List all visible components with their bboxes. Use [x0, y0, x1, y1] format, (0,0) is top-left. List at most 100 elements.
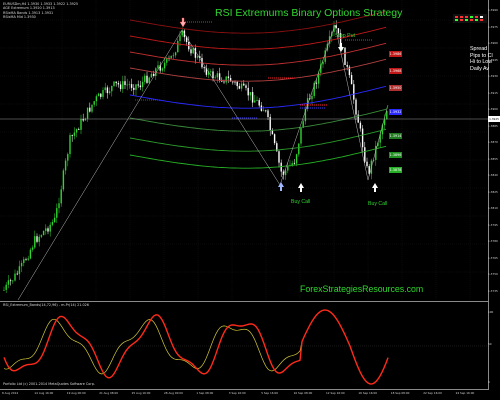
candle-body	[190, 49, 192, 54]
price-axis-label: 1.3930	[488, 74, 498, 78]
candle-body	[276, 143, 278, 152]
candle-body	[337, 28, 340, 34]
price-chart[interactable]	[0, 0, 488, 300]
candle-body	[379, 134, 381, 143]
header-info: EURUSDm,H4 1.3930 1.3933 1.3922 1.3925 A…	[3, 2, 78, 20]
price-axis-label: 1.3915	[488, 90, 498, 95]
candle-body	[218, 73, 221, 80]
candle-body	[210, 71, 212, 73]
candle-body	[179, 35, 181, 41]
candle-body	[282, 171, 285, 176]
candle-body	[262, 110, 265, 112]
ind-axis-label: 50	[488, 342, 492, 346]
price-axis-label: 1.3795	[488, 222, 498, 227]
candle-body	[40, 235, 43, 237]
date-axis-label: 14 Aug 16:00	[34, 391, 54, 395]
band-tag: 1.3914	[389, 133, 402, 139]
candle-body	[86, 107, 89, 119]
candle-body	[111, 85, 113, 92]
price-axis-label: 1.3735	[488, 288, 498, 293]
candle-body	[58, 203, 60, 209]
candle-body	[194, 48, 197, 58]
time-axis-line	[0, 389, 488, 390]
candle-body	[304, 108, 307, 122]
candle-body	[315, 82, 318, 84]
candle-body	[75, 129, 78, 133]
candle-body	[152, 73, 155, 76]
date-axis-label: 3 Sep 16:00	[228, 391, 246, 395]
corner-indicator-panel	[453, 14, 487, 23]
price-axis-label: 1.3960	[488, 41, 498, 45]
candle-body	[128, 84, 131, 85]
candle-body	[348, 66, 351, 76]
price-axis-label: 1.3825	[488, 189, 498, 194]
price-axis-label: 1.3855	[488, 156, 498, 161]
candle-body	[346, 64, 348, 67]
candle-body	[311, 95, 313, 100]
candle-body	[223, 81, 225, 83]
side-label-pips: Pips to Cl	[470, 52, 493, 59]
candle-body	[339, 33, 342, 49]
candle-body	[258, 100, 260, 106]
price-axis-label: 1.3750	[488, 272, 498, 276]
band-tag: 1.3878	[389, 167, 402, 173]
candle-body	[353, 84, 355, 100]
price-axis-label: 1.3810	[488, 206, 498, 210]
date-axis-label: 8 Aug 2014	[2, 391, 19, 395]
band-line-upper	[129, 10, 387, 34]
candle-body	[247, 87, 249, 96]
candle-body	[45, 228, 47, 231]
candle-body	[293, 163, 296, 164]
rsi-indicator-panel[interactable]	[0, 302, 488, 390]
candle-body	[364, 147, 366, 162]
candle-body	[38, 236, 40, 242]
candle-body	[335, 25, 337, 29]
candle-body	[320, 64, 322, 73]
band-line-lower	[129, 108, 387, 132]
candle-body	[20, 263, 23, 267]
candle-body	[49, 224, 51, 232]
candle-body	[287, 165, 289, 171]
candle-body	[42, 230, 45, 236]
candle-body	[117, 83, 120, 85]
buy-call-label: Buy Call	[291, 199, 311, 205]
candle-body	[216, 73, 219, 78]
candle-body	[163, 62, 166, 69]
candle-body	[16, 273, 18, 275]
buy-call-label: Buy Call	[368, 201, 388, 207]
candle-body	[214, 77, 216, 79]
candle-body	[192, 48, 194, 54]
candle-body	[333, 25, 335, 33]
candle-body	[7, 280, 10, 285]
candle-body	[368, 166, 370, 174]
candle-body	[317, 72, 320, 84]
candle-body	[64, 160, 67, 171]
candle-body	[212, 71, 214, 79]
candle-body	[232, 81, 234, 83]
price-axis-label: 1.3945	[488, 57, 498, 62]
candle-body	[157, 65, 159, 69]
price-axis-label: 1.3990	[488, 8, 498, 12]
chart-title: RSI Extremums Binary Options Strategy	[215, 7, 403, 19]
buy-arrow-icon	[278, 182, 284, 191]
candle-body	[5, 284, 7, 290]
candle-body	[269, 117, 271, 131]
candle-body	[113, 81, 115, 86]
date-axis-label: 19 Aug 00:00	[66, 391, 86, 395]
candle-body	[36, 236, 38, 242]
band-tag: 1.3950	[389, 85, 402, 91]
panel-separator[interactable]	[0, 301, 488, 302]
candle-body	[78, 129, 80, 130]
candle-body	[124, 81, 126, 85]
candle-body	[205, 68, 208, 75]
candle-body	[141, 81, 144, 88]
candle-body	[271, 130, 274, 135]
zigzag-line	[17, 24, 389, 300]
candle-body	[130, 84, 133, 88]
candle-body	[100, 93, 102, 97]
candle-body	[159, 65, 161, 71]
candle-body	[150, 73, 153, 78]
candle-body	[375, 145, 377, 160]
stop-put-label: Stop Put	[335, 33, 355, 39]
candle-body	[108, 91, 111, 94]
